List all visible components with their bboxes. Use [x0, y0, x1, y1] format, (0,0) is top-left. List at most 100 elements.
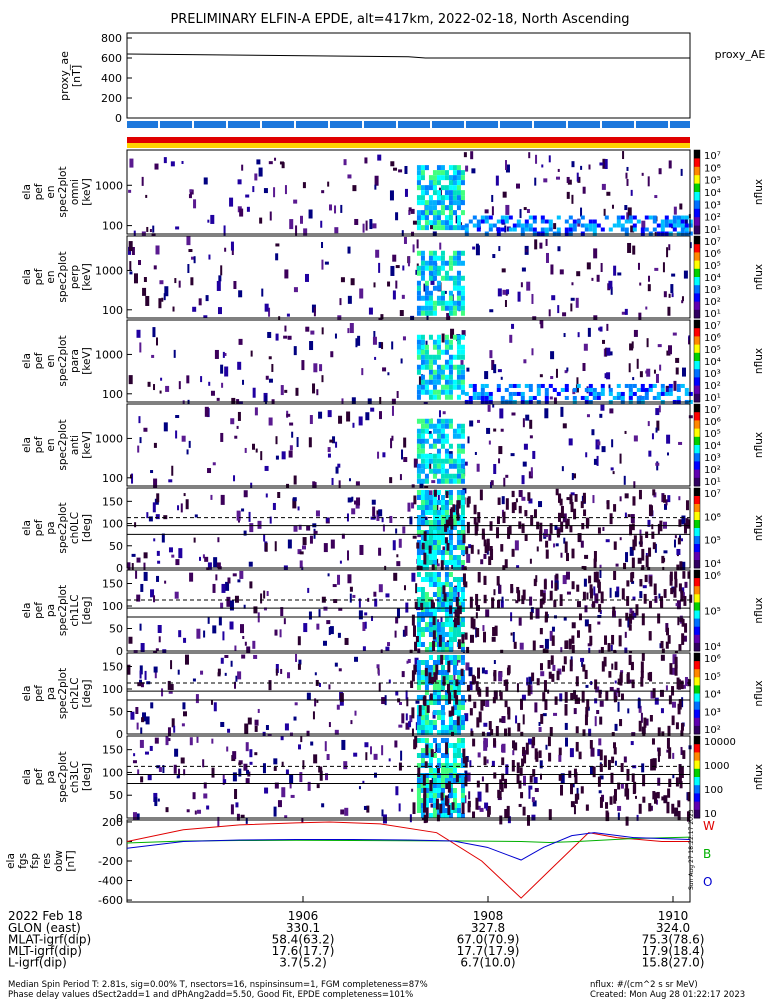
- panel-ytick-label: 100: [102, 388, 123, 401]
- spectro-burst-pixel: [436, 587, 441, 592]
- spectro-dense-pixel: [687, 571, 691, 579]
- spectro-pixel: [355, 481, 360, 486]
- colorbar-segment: [694, 352, 700, 362]
- spectro-burst-pixel: [452, 665, 457, 670]
- spectro-tail-pixel: [636, 387, 641, 392]
- spectro-dense-pixel: [614, 695, 618, 703]
- spectro-burst-pixel: [432, 275, 437, 281]
- spectro-tail-pixel: [532, 395, 537, 400]
- spectro-burst-pixel: [444, 379, 449, 385]
- spectro-pixel: [637, 698, 641, 709]
- spectro-burst-pixel: [432, 592, 437, 597]
- spectro-pixel: [200, 670, 204, 675]
- colorbar-tick-label: 10⁶: [704, 654, 721, 665]
- spectro-burst-pixel: [420, 438, 425, 444]
- spectro-burst-pixel: [424, 675, 429, 680]
- spectro-burst-pixel: [432, 374, 437, 380]
- spectro-pixel: [468, 544, 472, 549]
- spectro-pixel: [577, 332, 580, 338]
- spectro-burst-pixel: [460, 225, 465, 231]
- spectro-pixel: [321, 259, 324, 270]
- spectro-pixel: [394, 740, 398, 748]
- spectro-burst-pixel: [460, 597, 465, 602]
- spectro-pixel: [680, 746, 683, 755]
- spectro-burst-pixel: [432, 505, 437, 510]
- spectro-burst-pixel: [424, 265, 429, 271]
- spectro-burst-pixel: [424, 165, 429, 171]
- spectro-burst-pixel: [440, 773, 445, 778]
- spectro-burst-pixel: [452, 280, 457, 286]
- spectro-dense-pixel: [685, 500, 689, 511]
- spectro-pixel: [491, 194, 494, 202]
- spectro-pixel: [436, 504, 439, 513]
- spectro-pixel: [603, 208, 606, 216]
- spectro-pixel: [659, 643, 662, 649]
- spectro-dense-pixel: [653, 583, 657, 596]
- spectro-burst-pixel: [460, 783, 465, 788]
- colorbar-tick-label: 10⁷: [704, 405, 721, 416]
- spectro-burst-pixel: [424, 364, 429, 370]
- spectro-pixel: [610, 644, 613, 651]
- spectro-pixel: [633, 481, 636, 489]
- spectro-pixel: [160, 377, 163, 381]
- spectro-burst-pixel: [428, 773, 433, 778]
- spectro-dense-pixel: [591, 601, 595, 608]
- spectro-pixel: [378, 584, 383, 593]
- colorbar-label: nflux: [753, 680, 765, 706]
- spectro-pixel: [273, 758, 278, 765]
- colorbar-tick-label: 10⁷: [704, 321, 721, 332]
- spectro-pixel: [632, 596, 636, 601]
- spectro-pixel: [617, 701, 620, 712]
- spectro-pixel: [293, 287, 298, 293]
- spectro-pixel: [393, 167, 398, 171]
- spectro-burst-pixel: [436, 428, 441, 434]
- spectro-pixel: [547, 689, 550, 694]
- spectro-pixel: [562, 423, 567, 429]
- spectro-burst-pixel: [416, 170, 421, 176]
- spectro-pixel: [229, 621, 234, 630]
- spectro-burst-pixel: [452, 725, 457, 730]
- spectro-pixel: [412, 220, 417, 225]
- spectro-pixel: [376, 510, 380, 515]
- panel-ylabel: [keV]: [81, 347, 93, 375]
- spectro-burst-pixel: [444, 190, 449, 196]
- spectro-burst-pixel: [428, 572, 433, 577]
- spectro-pixel: [627, 514, 631, 518]
- spectro-pixel: [310, 741, 314, 746]
- spectro-tail-pixel: [496, 383, 501, 388]
- spectro-dense-pixel: [414, 736, 418, 748]
- spectro-burst-pixel: [448, 768, 453, 773]
- spectro-pixel: [374, 772, 378, 778]
- spectro-pixel: [678, 496, 681, 501]
- spectro-burst-pixel: [428, 725, 433, 730]
- spectro-burst-pixel: [456, 300, 461, 306]
- spectro-dense-pixel: [471, 674, 475, 685]
- spectro-burst-pixel: [448, 617, 453, 622]
- spectro-pixel: [455, 215, 458, 224]
- spectro-pixel: [312, 481, 316, 490]
- spectro-burst-pixel: [444, 680, 449, 685]
- spectro-dense-pixel: [603, 755, 607, 768]
- spectro-dense-pixel: [564, 541, 568, 553]
- spectro-burst-pixel: [428, 210, 433, 216]
- spectro-burst-pixel: [432, 545, 437, 550]
- spectro-pixel: [412, 244, 415, 253]
- spectro-pixel: [631, 580, 635, 584]
- spectro-pixel: [569, 748, 574, 758]
- spectro-burst-pixel: [416, 468, 421, 474]
- colorbar-tick-label: 10⁴: [704, 357, 721, 368]
- spectro-pixel: [308, 209, 313, 219]
- spectro-tail-pixel: [632, 383, 637, 388]
- spectro-burst-pixel: [452, 170, 457, 176]
- spectro-tail-pixel: [592, 395, 597, 400]
- spectro-burst-pixel: [452, 753, 457, 758]
- spectro-burst-pixel: [460, 763, 465, 768]
- spectro-pixel: [654, 231, 657, 238]
- spectro-pixel: [661, 796, 666, 801]
- spectro-burst-pixel: [444, 675, 449, 680]
- spectro-dense-pixel: [483, 756, 487, 766]
- spectro-pixel: [273, 766, 277, 771]
- spectro-pixel: [165, 385, 170, 392]
- spectro-pixel: [565, 737, 569, 747]
- spectro-dense-pixel: [420, 602, 424, 611]
